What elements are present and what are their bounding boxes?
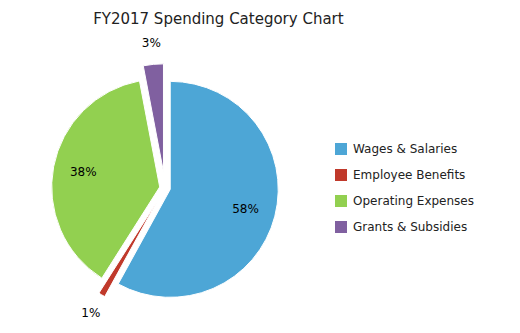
title: FY2017 Spending Category Chart	[93, 10, 344, 28]
legend-item: Employee Benefits	[335, 168, 465, 182]
pie: 58% 1% 38% 3%	[52, 36, 279, 321]
legend-label: Employee Benefits	[353, 168, 465, 182]
legend: Wages & Salaries Employee Benefits Operati…	[335, 142, 474, 234]
data-label: 3%	[142, 36, 161, 50]
data-label: 58%	[232, 202, 259, 216]
slice	[52, 81, 160, 278]
legend-label: Wages & Salaries	[353, 142, 457, 156]
data-labels: 58% 1% 38% 3%	[70, 36, 259, 321]
legend-item: Grants & Subsidies	[335, 220, 467, 234]
legend-swatch	[335, 221, 347, 233]
data-label: 38%	[70, 165, 97, 179]
slice	[143, 64, 163, 172]
legend-swatch	[335, 143, 347, 155]
data-label: 1%	[81, 306, 100, 320]
legend-swatch	[335, 195, 347, 207]
legend-item: Wages & Salaries	[335, 142, 457, 156]
legend-label: Grants & Subsidies	[353, 220, 467, 234]
chart: FY2017 Spending Category Chart 58% 1% 38% 3%…	[0, 0, 520, 333]
slices	[52, 64, 279, 297]
legend-swatch	[335, 169, 347, 181]
legend-label: Operating Expenses	[353, 194, 474, 208]
legend-item: Operating Expenses	[335, 194, 474, 208]
